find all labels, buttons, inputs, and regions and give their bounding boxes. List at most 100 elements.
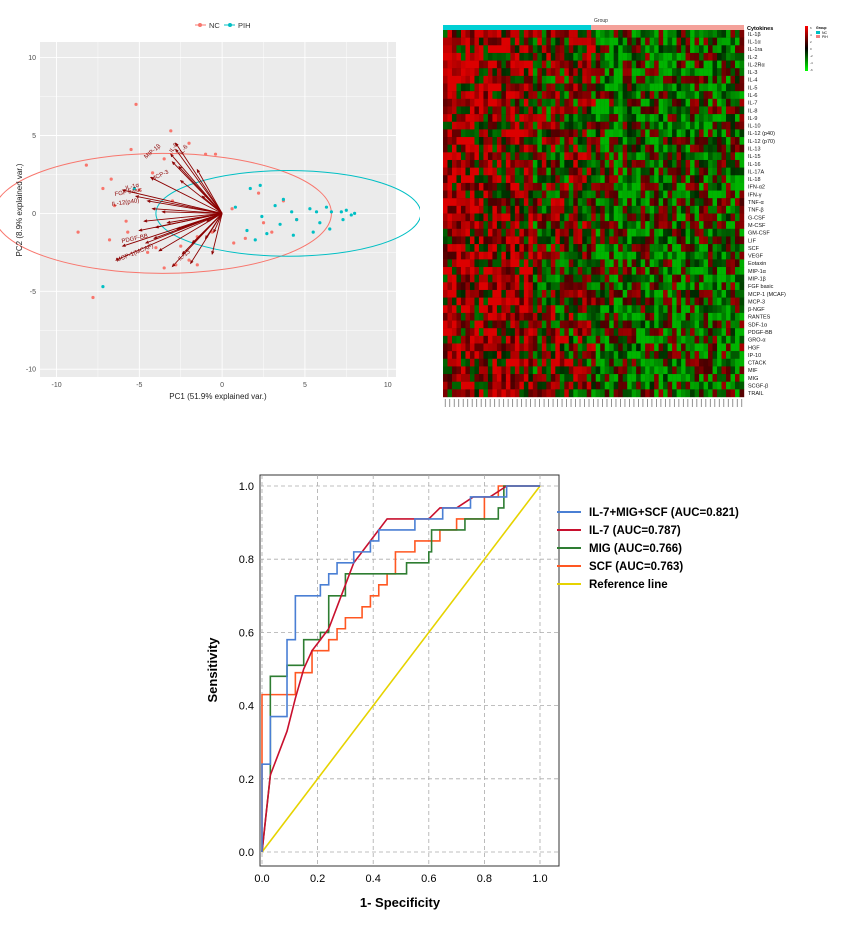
- heatmap-cell: [528, 83, 534, 92]
- heatmap-cell: [708, 236, 713, 245]
- heatmap-cell: [492, 198, 498, 207]
- heatmap-cell: [672, 144, 677, 153]
- heatmap-cell: [528, 198, 534, 207]
- heatmap-cell: [609, 328, 614, 337]
- heatmap-cell: [739, 182, 745, 191]
- heatmap-cell: [613, 60, 619, 69]
- heatmap-cell: [645, 351, 650, 359]
- heatmap-cell: [591, 152, 596, 161]
- point-nc: [146, 250, 150, 254]
- heatmap-cell: [523, 297, 529, 306]
- heatmap-cell: [658, 60, 664, 69]
- heatmap-cell: [735, 236, 740, 245]
- heatmap-cell: [613, 221, 619, 229]
- heatmap-cell: [649, 297, 655, 306]
- heatmap-cell: [505, 335, 511, 344]
- scale-tick: -2: [810, 54, 813, 58]
- heatmap-cell: [510, 182, 516, 191]
- heatmap-cell: [586, 213, 592, 222]
- heatmap-cell: [735, 114, 740, 122]
- heatmap-cell: [600, 175, 605, 184]
- loading-vector: [175, 149, 223, 214]
- heatmap-cell: [501, 320, 507, 329]
- heatmap-cell: [703, 75, 709, 84]
- heatmap-cell: [550, 312, 556, 321]
- heatmap-cell: [469, 251, 475, 260]
- heatmap-cell: [546, 106, 552, 115]
- heatmap-cell: [591, 389, 596, 398]
- heatmap-cell: [672, 129, 677, 138]
- heatmap-cell: [443, 175, 448, 184]
- heatmap-cell: [699, 37, 704, 46]
- heatmap-cell: [685, 137, 691, 145]
- heatmap-cell: [443, 259, 448, 268]
- heatmap-cell: [721, 259, 727, 268]
- pih-legend-label: PIH: [238, 21, 251, 30]
- heatmap-cell: [523, 182, 529, 191]
- heatmap-cell: [582, 83, 587, 92]
- heatmap-cell: [505, 182, 511, 191]
- heatmap-cell: [465, 167, 471, 176]
- heatmap-cell: [604, 305, 610, 314]
- heatmap-cell: [681, 159, 686, 168]
- heatmap-cell: [505, 106, 511, 115]
- heatmap-cell: [649, 83, 655, 92]
- heatmap-cell: [465, 213, 471, 222]
- heatmap-cell: [739, 221, 745, 229]
- heatmap-cell: [699, 75, 704, 84]
- heatmap-cell: [550, 83, 556, 92]
- heatmap-cell: [672, 381, 677, 390]
- heatmap-cell: [699, 351, 704, 359]
- heatmap-cell: [483, 267, 489, 275]
- heatmap-cell: [532, 289, 538, 298]
- heatmap-cell: [690, 297, 695, 306]
- heatmap-cell: [541, 114, 547, 122]
- heatmap-cell: [582, 75, 587, 84]
- heatmap-cell: [609, 190, 614, 199]
- heatmap-cell: [712, 335, 718, 344]
- heatmap-cell: [519, 305, 525, 314]
- heatmap-cell: [451, 152, 457, 161]
- heatmap-cell: [460, 98, 466, 107]
- heatmap-cell: [474, 267, 480, 275]
- heatmap-cell: [487, 274, 493, 283]
- heatmap-cell: [595, 351, 601, 359]
- heatmap-cell: [519, 351, 525, 359]
- heatmap-cell: [532, 68, 538, 77]
- heatmap-cell: [739, 98, 745, 107]
- heatmap-cell: [622, 114, 628, 122]
- heatmap-cell: [573, 289, 578, 298]
- heatmap-cell: [555, 167, 561, 176]
- heatmap-cell: [640, 236, 646, 245]
- heatmap-cell: [694, 312, 700, 321]
- heatmap-cell: [690, 289, 695, 298]
- heatmap-cell: [690, 137, 695, 145]
- heatmap-cell: [505, 213, 511, 222]
- heatmap-cell: [672, 351, 677, 359]
- heatmap-cell: [667, 335, 673, 344]
- heatmap-cell: [505, 190, 511, 199]
- heatmap-cell: [636, 167, 641, 176]
- heatmap-cell: [595, 91, 601, 100]
- heatmap-cell: [681, 358, 686, 367]
- heatmap-cell: [537, 221, 543, 229]
- heatmap-cell: [690, 30, 695, 38]
- heatmap-cell: [726, 228, 731, 237]
- heatmap-cell: [550, 389, 556, 398]
- heatmap-cell: [708, 137, 713, 145]
- heatmap-cell: [510, 83, 516, 92]
- heatmap-cell: [474, 175, 480, 184]
- heatmap-cell: [550, 159, 556, 168]
- heatmap-cell: [600, 381, 605, 390]
- heatmap-cell: [739, 205, 745, 214]
- heatmap-cell: [649, 190, 655, 199]
- scale-tick: 2: [810, 40, 812, 44]
- heatmap-cell: [568, 152, 574, 161]
- heatmap-cell: [528, 366, 534, 375]
- heatmap-cell: [631, 106, 637, 115]
- heatmap-cell: [546, 68, 552, 77]
- heatmap-cell: [541, 182, 547, 191]
- heatmap-cell: [663, 374, 668, 382]
- heatmap-cell: [717, 198, 722, 207]
- loading-vector: [115, 212, 223, 261]
